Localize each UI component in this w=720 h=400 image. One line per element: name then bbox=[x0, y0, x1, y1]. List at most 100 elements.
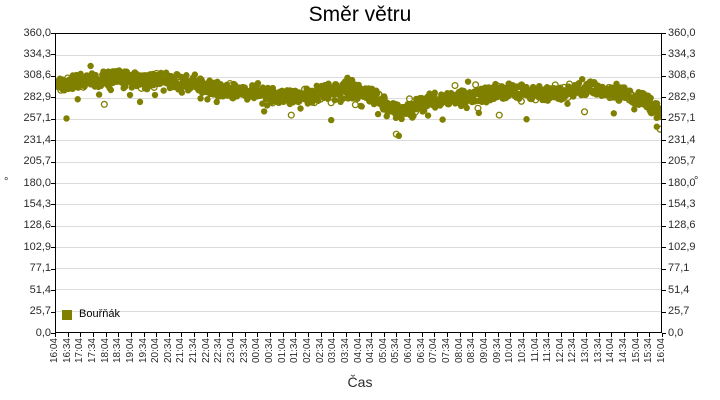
y-tick-label-left: 51,4 bbox=[29, 283, 51, 296]
x-tick-label: 23:04 bbox=[226, 338, 238, 364]
x-tick-mark bbox=[67, 333, 69, 337]
y-tick-label-right: 77,1 bbox=[668, 262, 690, 275]
y-tick-label-left: 231,4 bbox=[23, 133, 51, 146]
x-tick-label: 22:34 bbox=[213, 338, 225, 364]
x-tick-label: 01:34 bbox=[289, 338, 301, 364]
x-tick-mark bbox=[194, 333, 196, 337]
y-tick-label-left: 360,0 bbox=[23, 26, 51, 39]
y-tick-label-left: 257,1 bbox=[23, 112, 51, 125]
y-tick-mark-right bbox=[662, 247, 666, 249]
x-tick-mark bbox=[295, 333, 297, 337]
x-tick-label: 16:34 bbox=[61, 338, 73, 364]
x-tick-label: 12:04 bbox=[554, 338, 566, 364]
x-tick-label: 02:04 bbox=[301, 338, 313, 364]
x-tick-mark bbox=[636, 333, 638, 337]
chart-title: Směr větru bbox=[308, 3, 412, 26]
x-tick-label: 13:04 bbox=[580, 338, 592, 364]
y-tick-label-left: 25,7 bbox=[29, 305, 51, 318]
x-tick-label: 13:34 bbox=[592, 338, 604, 364]
x-tick-mark bbox=[434, 333, 436, 337]
y-tick-mark-left bbox=[51, 247, 55, 249]
x-tick-label: 15:04 bbox=[630, 338, 642, 364]
x-tick-label: 14:34 bbox=[618, 338, 630, 364]
x-tick-label: 23:34 bbox=[238, 338, 250, 364]
x-tick-mark bbox=[55, 333, 56, 337]
x-tick-mark bbox=[548, 333, 550, 337]
y-tick-mark-right bbox=[662, 118, 666, 120]
x-tick-label: 20:04 bbox=[150, 338, 162, 364]
x-tick-label: 17:34 bbox=[86, 338, 98, 364]
x-tick-label: 22:04 bbox=[200, 338, 212, 364]
x-tick-label: 14:04 bbox=[605, 338, 617, 364]
y-tick-mark-left bbox=[51, 33, 55, 34]
x-tick-label: 05:04 bbox=[377, 338, 389, 364]
y-tick-label-right: 282,9 bbox=[668, 90, 696, 103]
y-tick-label-left: 154,3 bbox=[23, 197, 51, 210]
x-tick-mark bbox=[232, 333, 234, 337]
x-tick-mark bbox=[662, 333, 663, 337]
x-tick-label: 18:34 bbox=[112, 338, 124, 364]
x-tick-label: 08:34 bbox=[466, 338, 478, 364]
x-tick-mark bbox=[105, 333, 107, 337]
y-tick-mark-right bbox=[662, 225, 666, 227]
x-tick-mark bbox=[598, 333, 600, 337]
legend-label-bournak: Bouřňák bbox=[79, 308, 120, 320]
x-tick-mark bbox=[484, 333, 486, 337]
x-tick-mark bbox=[358, 333, 360, 337]
x-tick-label: 21:04 bbox=[175, 338, 187, 364]
y-tick-mark-left bbox=[51, 204, 55, 206]
x-tick-label: 05:34 bbox=[390, 338, 402, 364]
x-tick-mark bbox=[573, 333, 575, 337]
y-tick-label-right: 154,3 bbox=[668, 197, 696, 210]
x-tick-mark bbox=[611, 333, 613, 337]
x-tick-mark bbox=[409, 333, 411, 337]
x-tick-mark bbox=[383, 333, 385, 337]
x-tick-mark bbox=[143, 333, 145, 337]
x-tick-label: 03:34 bbox=[339, 338, 351, 364]
x-tick-label: 00:04 bbox=[251, 338, 263, 364]
x-tick-label: 12:34 bbox=[567, 338, 579, 364]
x-tick-label: 06:34 bbox=[415, 338, 427, 364]
y-tick-label-right: 128,6 bbox=[668, 219, 696, 232]
x-tick-label: 03:04 bbox=[327, 338, 339, 364]
x-tick-label: 08:04 bbox=[453, 338, 465, 364]
x-tick-mark bbox=[206, 333, 208, 337]
y-tick-mark-left bbox=[51, 290, 55, 292]
y-tick-label-right: 102,9 bbox=[668, 240, 696, 253]
y-tick-label-left: 128,6 bbox=[23, 219, 51, 232]
y-tick-label-right: 334,3 bbox=[668, 47, 696, 60]
x-tick-label: 09:04 bbox=[478, 338, 490, 364]
y-tick-label-right: 308,6 bbox=[668, 69, 696, 82]
x-tick-mark bbox=[586, 333, 588, 337]
y-tick-label-right: 360,0 bbox=[668, 26, 696, 39]
x-tick-mark bbox=[560, 333, 562, 337]
x-axis-title: Čas bbox=[347, 374, 373, 390]
plot-area: Bouřňák bbox=[55, 33, 662, 333]
x-tick-mark bbox=[118, 333, 120, 337]
x-tick-mark bbox=[497, 333, 499, 337]
y-tick-mark-right bbox=[662, 75, 666, 77]
y-tick-mark-right bbox=[662, 183, 666, 184]
y-tick-mark-right bbox=[662, 161, 666, 163]
x-tick-mark bbox=[421, 333, 423, 337]
y-tick-mark-right bbox=[662, 33, 666, 34]
x-tick-mark bbox=[130, 333, 132, 337]
y-tick-label-left: 0,0 bbox=[35, 326, 51, 339]
y-tick-mark-right bbox=[662, 140, 666, 142]
x-tick-label: 04:04 bbox=[352, 338, 364, 364]
y-tick-mark-left bbox=[51, 161, 55, 163]
x-tick-label: 19:34 bbox=[137, 338, 149, 364]
x-tick-mark bbox=[396, 333, 398, 337]
x-tick-mark bbox=[472, 333, 474, 337]
x-tick-label: 18:04 bbox=[99, 338, 111, 364]
x-tick-mark bbox=[219, 333, 221, 337]
x-tick-label: 21:34 bbox=[188, 338, 200, 364]
y-tick-mark-left bbox=[51, 54, 55, 56]
x-tick-label: 01:04 bbox=[276, 338, 288, 364]
y-tick-mark-right bbox=[662, 97, 666, 99]
x-tick-mark bbox=[345, 333, 347, 337]
x-tick-mark bbox=[269, 333, 271, 337]
y-tick-mark-left bbox=[51, 268, 55, 270]
x-tick-mark bbox=[92, 333, 94, 337]
y-tick-label-left: 334,3 bbox=[23, 47, 51, 60]
